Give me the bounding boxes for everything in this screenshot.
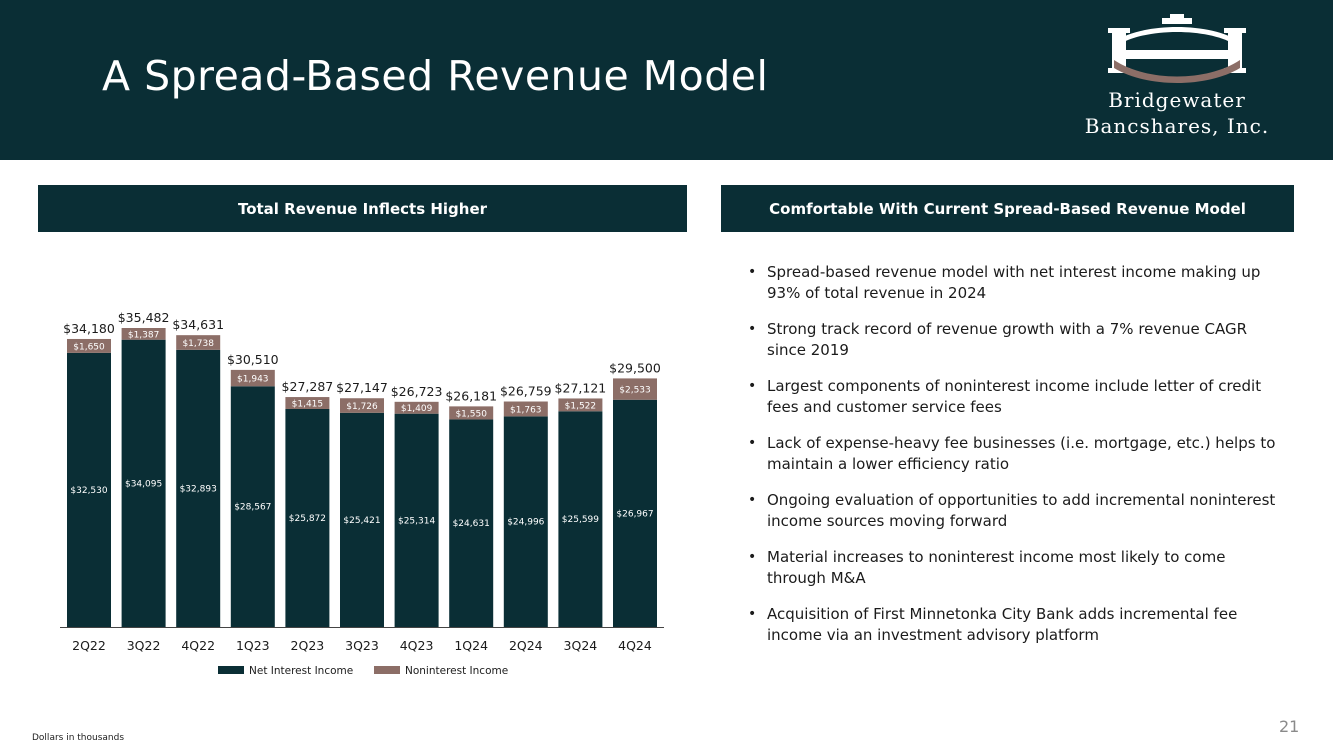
x-tick-label: 4Q23 [400, 638, 434, 653]
bullet-item: Acquisition of First Minnetonka City Ban… [748, 604, 1288, 645]
bar-net-interest-income [558, 411, 603, 627]
bar-label-noninterest: $1,763 [510, 405, 542, 415]
bar-net-interest-income [503, 416, 548, 627]
bar-label-net-interest: $32,530 [70, 486, 107, 496]
chart-panel-header: Total Revenue Inflects Higher [38, 185, 687, 232]
total-label: $27,121 [555, 380, 607, 395]
bar-label-net-interest: $26,967 [616, 509, 653, 519]
logo-text-line1: Bridgewater [1108, 88, 1246, 112]
bar-label-noninterest: $1,409 [401, 404, 433, 414]
bar-noninterest-income [340, 398, 384, 413]
legend-label-noninterest: Noninterest Income [405, 665, 508, 677]
bullets-panel-header: Comfortable With Current Spread-Based Re… [721, 185, 1294, 232]
footnote: Dollars in thousands [32, 733, 125, 743]
bar-net-interest-income [285, 408, 330, 627]
bar-label-net-interest: $25,314 [398, 516, 435, 526]
bullet-list: Spread-based revenue model with net inte… [748, 262, 1288, 661]
bar-net-interest-income [449, 419, 494, 627]
bar-label-noninterest: $1,550 [455, 409, 487, 419]
total-label: $26,723 [391, 384, 443, 399]
x-tick-label: 2Q23 [291, 638, 325, 653]
x-tick-label: 3Q24 [564, 638, 598, 653]
total-label: $34,180 [63, 321, 115, 336]
bullet-item: Largest components of noninterest income… [748, 376, 1288, 417]
bar-net-interest-income [394, 413, 439, 627]
bar-label-noninterest: $1,522 [565, 401, 597, 411]
x-tick-label: 3Q23 [345, 638, 379, 653]
logo-text-line2: Bancshares, Inc. [1084, 114, 1270, 138]
total-label: $27,147 [336, 380, 388, 395]
bar-net-interest-income [176, 349, 221, 627]
total-label: $27,287 [282, 379, 334, 394]
bar-label-noninterest: $2,533 [619, 386, 651, 396]
bar-noninterest-income [285, 397, 330, 409]
bar-noninterest-income [230, 369, 275, 387]
bullet-item: Lack of expense-heavy fee businesses (i.… [748, 433, 1288, 474]
bar-label-net-interest: $32,893 [180, 484, 217, 494]
bar-label-net-interest: $24,631 [453, 519, 490, 529]
bar-noninterest-income [613, 378, 657, 400]
bar-label-net-interest: $25,872 [289, 514, 326, 524]
bar-label-noninterest: $1,738 [182, 339, 214, 349]
bar-net-interest-income [121, 339, 166, 627]
revenue-stacked-bar-chart: $32,530 $1,650 $34,180 2Q22 $34,095 $1,387 $35… [60, 310, 664, 677]
x-tick-label: 4Q24 [618, 638, 652, 653]
total-label: $30,510 [227, 352, 279, 367]
x-tick-label: 2Q24 [509, 638, 543, 653]
bar-label-noninterest: $1,943 [237, 375, 268, 385]
bullet-item: Strong track record of revenue growth wi… [748, 319, 1288, 360]
x-tick-label: 1Q23 [236, 638, 270, 653]
legend-swatch-noninterest [374, 666, 400, 674]
bar-net-interest-income [230, 386, 275, 627]
chart-panel-title: Total Revenue Inflects Higher [237, 199, 488, 218]
header-band: A Spread-Based Revenue Model Bridgewater… [0, 0, 1333, 160]
bar-label-net-interest: $25,421 [343, 516, 380, 526]
bar-label-noninterest: $1,650 [73, 342, 105, 352]
bullet-item: Spread-based revenue model with net inte… [748, 262, 1288, 303]
total-label: $26,759 [500, 384, 552, 399]
bar-noninterest-income [558, 398, 603, 412]
bar-label-net-interest: $25,599 [562, 515, 599, 525]
bar-label-noninterest: $1,415 [292, 400, 324, 410]
legend-label-net-interest: Net Interest Income [249, 665, 353, 677]
x-tick-label: 4Q22 [181, 638, 215, 653]
company-logo: Bridgewater Bancshares, Inc. [1062, 14, 1292, 144]
total-label: $26,181 [445, 388, 497, 403]
page-title: A Spread-Based Revenue Model [102, 52, 769, 100]
bar-noninterest-income [394, 401, 439, 414]
bar-label-noninterest: $1,726 [346, 402, 378, 412]
bar-net-interest-income [340, 412, 384, 627]
bar-label-net-interest: $24,996 [507, 518, 544, 528]
bar-net-interest-income [613, 399, 657, 627]
bullet-item: Material increases to noninterest income… [748, 547, 1288, 588]
bridge-logo-icon [1108, 14, 1246, 83]
page-number: 21 [1279, 717, 1300, 736]
bar-net-interest-income [67, 352, 111, 627]
total-label: $35,482 [118, 310, 170, 325]
bar-label-noninterest: $1,387 [128, 330, 160, 340]
bullets-panel-title: Comfortable With Current Spread-Based Re… [769, 199, 1246, 218]
bar-noninterest-income [176, 335, 221, 350]
bar-noninterest-income [503, 401, 548, 417]
bar-noninterest-income [67, 338, 111, 353]
total-label: $29,500 [609, 360, 661, 375]
bar-label-net-interest: $28,567 [234, 503, 271, 513]
total-label: $34,631 [172, 317, 224, 332]
bullet-item: Ongoing evaluation of opportunities to a… [748, 490, 1288, 531]
bar-noninterest-income [121, 328, 166, 340]
x-tick-label: 2Q22 [72, 638, 106, 653]
x-tick-label: 3Q22 [127, 638, 161, 653]
x-tick-label: 1Q24 [454, 638, 488, 653]
bar-noninterest-income [449, 406, 494, 420]
bar-label-net-interest: $34,095 [125, 479, 162, 489]
legend-swatch-net-interest [218, 666, 244, 674]
